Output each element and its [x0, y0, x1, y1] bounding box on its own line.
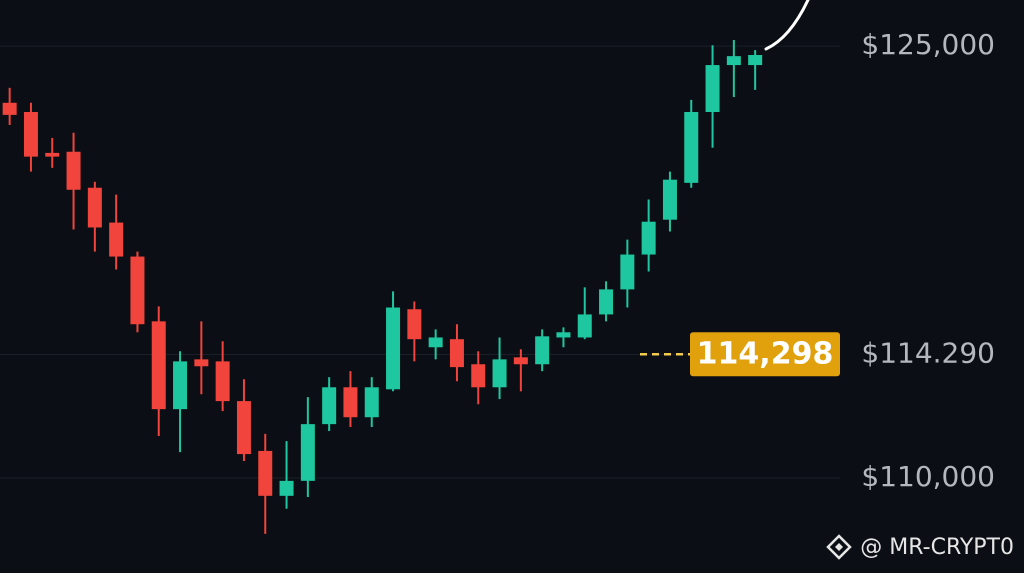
candle-body	[236, 401, 251, 455]
candle-body	[449, 339, 464, 368]
trend-arrow	[764, 0, 810, 51]
candle-body	[620, 254, 635, 290]
candle-body	[87, 187, 102, 228]
candle-body	[684, 112, 699, 183]
candle-body	[428, 337, 443, 348]
candle-body	[322, 387, 337, 425]
candle-body	[343, 387, 358, 418]
candle-body	[386, 307, 401, 390]
candle-body	[662, 179, 677, 220]
price-badge	[690, 332, 840, 377]
candle-body	[726, 56, 741, 66]
candle-body	[109, 222, 124, 257]
candle-body	[471, 364, 486, 388]
candle-body	[300, 424, 315, 481]
candle-body	[66, 151, 81, 190]
candle-body	[641, 221, 656, 255]
logo	[826, 534, 852, 560]
watermark-text: @ MR-CRYPT0	[860, 535, 1014, 560]
candle-body	[258, 450, 273, 496]
watermark: @ MR-CRYPT0	[826, 534, 1014, 560]
candles	[2, 40, 763, 534]
candle-body	[556, 332, 571, 338]
price-label: 114,298	[697, 337, 834, 372]
candle-body	[577, 314, 592, 338]
y-tick-label: $110,000	[861, 460, 995, 493]
candle-body	[599, 289, 614, 315]
candle-body	[513, 357, 528, 365]
candle-body	[2, 102, 17, 115]
candle-body	[23, 112, 38, 157]
y-tick-label: $125,000	[861, 28, 995, 61]
candle-body	[705, 65, 720, 113]
candle-body	[364, 387, 379, 418]
candle-body	[130, 256, 145, 325]
y-tick-label: $114.290	[861, 336, 995, 369]
candle-body	[45, 152, 60, 157]
candle-body	[492, 359, 507, 388]
candle-body	[151, 321, 166, 410]
candle-body	[194, 359, 209, 367]
candle-body	[748, 54, 763, 66]
candle-body	[407, 309, 422, 340]
candle-body	[535, 336, 550, 365]
candle-body	[215, 361, 230, 402]
candle-body	[173, 361, 188, 410]
candle-body	[279, 480, 294, 496]
